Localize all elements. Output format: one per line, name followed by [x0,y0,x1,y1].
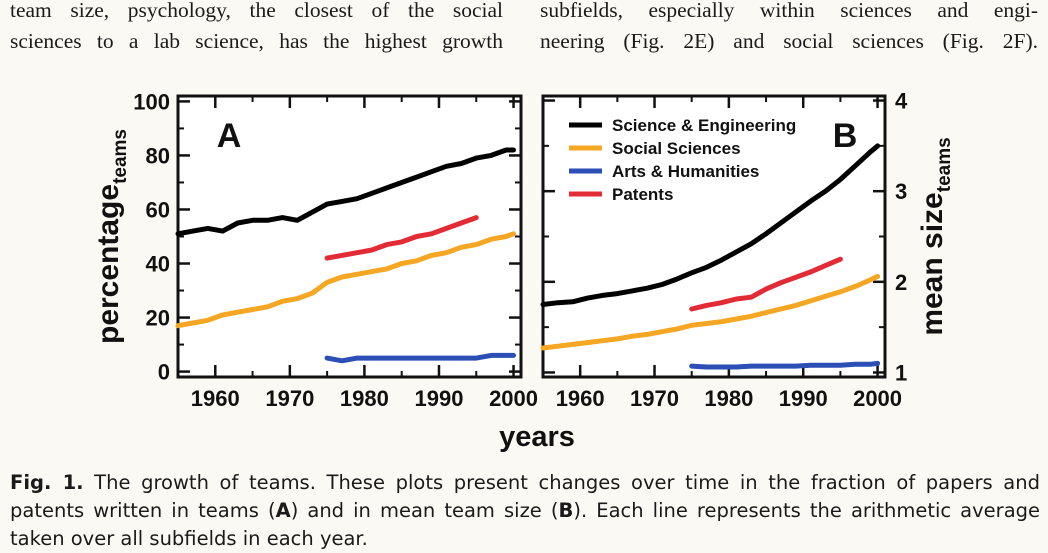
legend-label: Science & Engineering [612,116,796,135]
caption-text: The growth of teams. These plots present… [83,471,1040,494]
legend-label: Patents [612,185,673,204]
series-line [689,256,843,312]
body-text-line: subfields, especially within sciences an… [540,0,1038,22]
legend: Science & Engineering Social Sciences Arts… [569,116,796,204]
figure-1: 1960 1970 1980 1990 2000 0 20 40 60 80 100 Apercent… [92,89,955,453]
body-text-left-column: team size, psychology, the closest of th… [10,0,503,57]
y-tick-label: 2 [895,270,907,295]
panel-ref-b: B [558,499,574,522]
x-tick-label: 1970 [265,386,314,411]
series-line [175,231,516,329]
body-text-right-column: subfields, especially within sciences an… [540,0,1038,57]
panel-a: 1960 1970 1980 1990 2000 0 20 40 60 80 100 Apercent… [92,89,538,411]
panel-label: B [833,117,858,155]
x-tick-label: 2000 [489,386,538,411]
x-tick-label: 1970 [630,386,679,411]
figure-caption: Fig. 1. The growth of teams. These plots… [10,469,1040,553]
y-tick-label: 1 [895,360,907,385]
y-axis-title-subscript: teams [934,137,955,192]
series-line [324,352,516,364]
caption-line: Fig. 1. The growth of teams. These plots… [10,469,1040,497]
body-text-line: team size, psychology, the closest of th… [10,0,503,22]
x-tick-label: 1960 [556,386,605,411]
y-tick-label: 20 [146,306,170,331]
caption-text: patents written in teams ( [10,499,276,522]
x-tick-label: 1990 [779,386,828,411]
x-tick-label: 1990 [415,386,464,411]
caption-text: ). Each line represents the arithmetic a… [573,499,1041,522]
x-tick-label: 1980 [340,386,389,411]
body-text-line: neering (Fig. 2E) and social sciences (F… [540,29,1038,53]
caption-line: taken over all subfields in each year. [10,525,1040,553]
series-line [175,147,516,237]
body-text-line: sciences to a lab science, has the highe… [10,29,503,53]
x-axis-title: years [499,421,575,453]
plot-frame [541,94,887,379]
series-line [324,215,479,261]
y-tick-label: 100 [133,89,170,114]
legend-label: Arts & Humanities [612,162,759,181]
x-tick-label: 1960 [191,386,240,411]
y-tick-label: 3 [895,179,907,204]
series-line [540,143,881,307]
y-tick-label: 4 [895,89,908,114]
caption-line: patents written in teams (A) and in mean… [10,497,1040,525]
caption-text: ) and in mean team size ( [290,499,559,522]
legend-label: Social Sciences [612,139,741,158]
panel-label: A [217,117,242,155]
y-axis-title: percentageteams [92,129,131,344]
caption-text: taken over all subfields in each year. [10,527,368,550]
y-tick-label: 0 [158,360,170,385]
x-tick-label: 2000 [853,386,902,411]
figure-label: Fig. 1. [10,471,84,494]
y-axis-title-subscript: teams [110,129,131,184]
y-tick-label: 40 [146,252,170,277]
y-tick-label: 60 [146,197,170,222]
y-tick-label: 80 [146,143,170,168]
x-tick-label: 1980 [704,386,753,411]
y-axis-title: mean sizeteams [916,137,955,335]
series-line [540,273,881,351]
panel-ref-a: A [275,499,291,522]
plot-frame [176,94,523,379]
series-line [689,360,881,370]
